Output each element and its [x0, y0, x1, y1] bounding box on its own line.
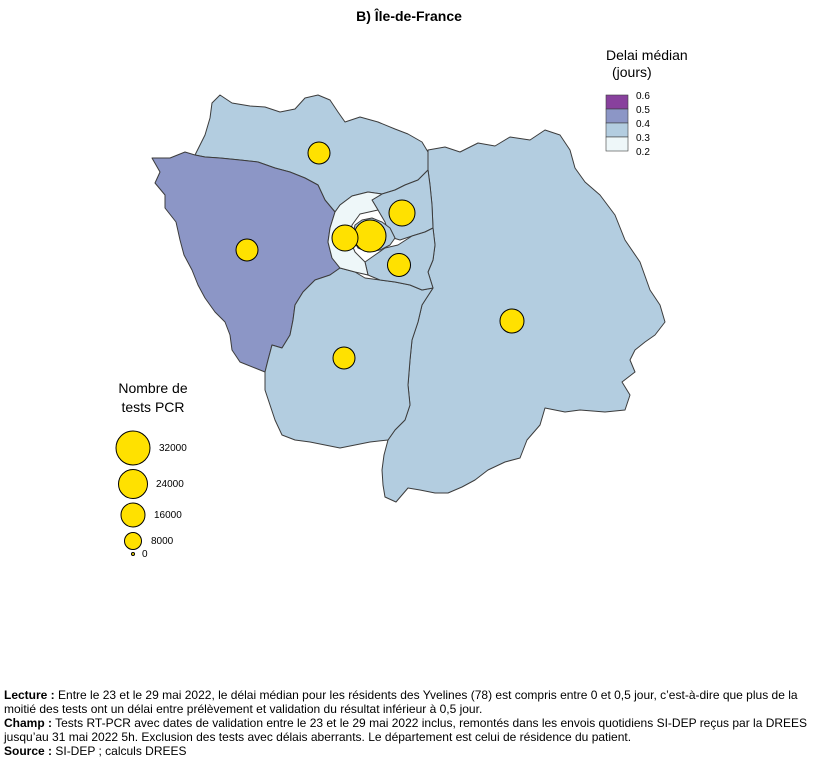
- size-legend-bubble-24000: [118, 469, 148, 499]
- delay-legend: Delai médian (jours) 0.6 0.5 0.4 0.3 0.2: [605, 47, 688, 158]
- bubble-val-de-marne[interactable]: [387, 253, 411, 277]
- bubble-seine-et-marne[interactable]: [499, 308, 525, 334]
- delay-tick-4: 0.2: [636, 147, 650, 158]
- bubble-val-d-oise[interactable]: [307, 141, 331, 165]
- source-label: Source :: [4, 744, 53, 758]
- size-legend-bubble-0: [131, 552, 135, 556]
- size-legend-label-32000: 32000: [159, 443, 187, 454]
- lecture-text: Entre le 23 et le 29 mai 2022, le délai …: [4, 688, 798, 716]
- size-legend-title-line2: tests PCR: [121, 399, 184, 415]
- bubble-essonne[interactable]: [332, 346, 356, 370]
- footnote-lecture: Lecture : Entre le 23 et le 29 mai 2022,…: [4, 688, 822, 716]
- champ-label: Champ :: [4, 716, 52, 730]
- size-legend-label-8000: 8000: [151, 536, 174, 547]
- footnote-champ: Champ : Tests RT-PCR avec dates de valid…: [4, 716, 822, 744]
- bubble-hauts-de-seine[interactable]: [331, 224, 359, 252]
- footnote-source: Source : SI-DEP ; calculs DREES: [4, 744, 822, 758]
- map-title: B) Île-de-France: [356, 7, 462, 24]
- bubble-seine-saint-denis[interactable]: [388, 199, 416, 227]
- champ-text: Tests RT-PCR avec dates de validation en…: [4, 716, 808, 744]
- bubble-paris[interactable]: [353, 219, 387, 253]
- source-text: SI-DEP ; calculs DREES: [52, 744, 187, 758]
- size-legend-bubble-8000: [124, 532, 142, 550]
- size-legend-label-24000: 24000: [156, 479, 184, 490]
- bubble-yvelines[interactable]: [235, 238, 259, 262]
- size-legend-bubble-16000: [120, 502, 146, 528]
- delay-legend-title-line2: (jours): [612, 64, 652, 80]
- delay-tick-2: 0.4: [636, 119, 650, 130]
- delay-tick-0: 0.6: [636, 91, 650, 102]
- department-areas: [151, 94, 666, 503]
- lecture-label: Lecture :: [4, 688, 55, 702]
- delay-swatch-0.4-0.5: [605, 108, 629, 124]
- size-legend-bubble-32000: [115, 430, 151, 466]
- size-legend-title-line1: Nombre de: [118, 380, 187, 396]
- department-hauts-de-seine[interactable]: [327, 191, 383, 276]
- delay-legend-title-line1: Delai médian: [606, 47, 688, 63]
- test-count-bubbles: [235, 141, 525, 370]
- delay-swatch-0.3-0.4: [605, 122, 629, 138]
- ile-de-france-map-figure: B) Île-de-France Delai médian (jours) 0.…: [115, 7, 688, 560]
- size-legend-label-16000: 16000: [154, 510, 182, 521]
- delay-tick-3: 0.3: [636, 133, 650, 144]
- delay-tick-1: 0.5: [636, 105, 650, 116]
- delay-swatch-0.5-0.6: [605, 94, 629, 110]
- delay-swatch-0.2-0.3: [605, 136, 629, 152]
- footnote: Lecture : Entre le 23 et le 29 mai 2022,…: [4, 688, 822, 758]
- size-legend-label-0: 0: [142, 549, 148, 560]
- size-legend: Nombre de tests PCR 32000 24000 16000 80…: [115, 380, 188, 560]
